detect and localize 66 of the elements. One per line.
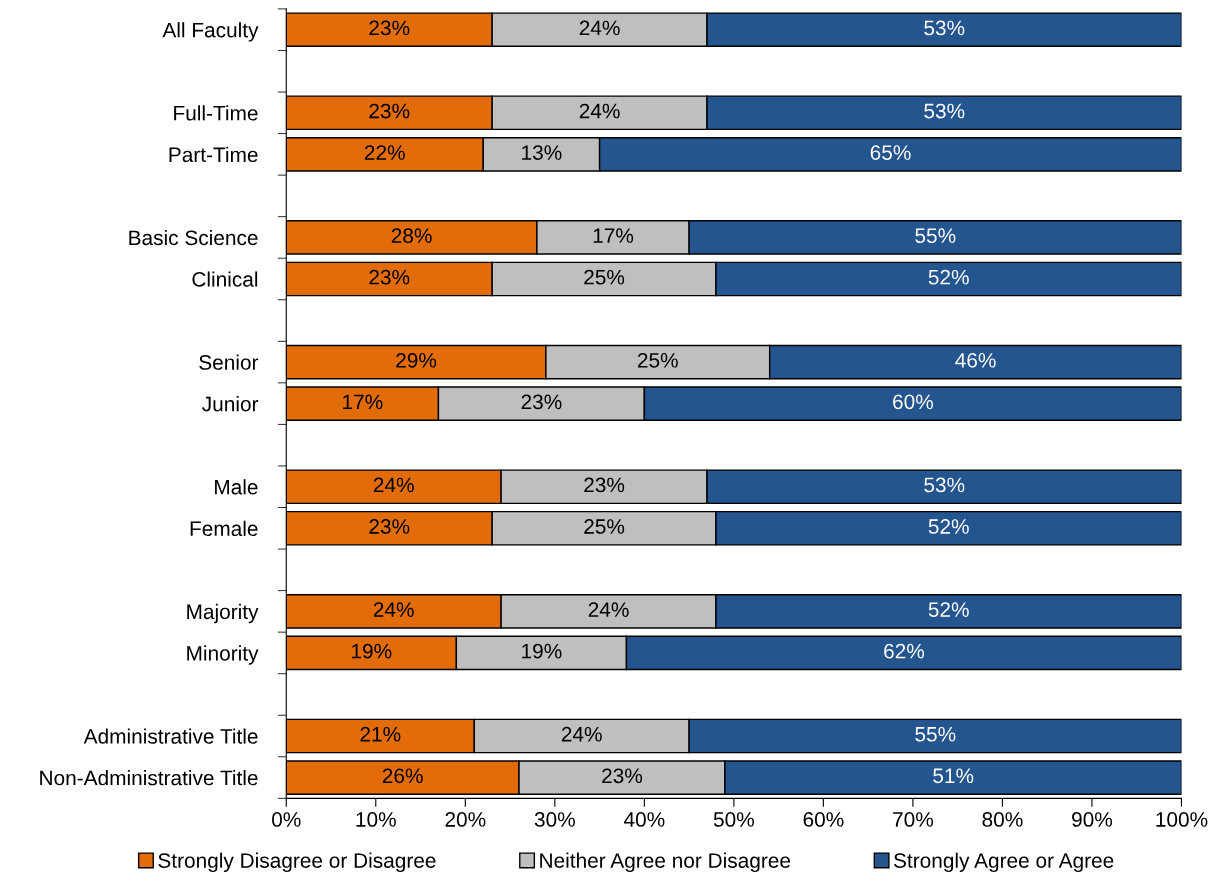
data-label: 25% [584,269,625,285]
x-tick-label: 50% [713,812,754,827]
data-label: 17% [343,394,383,410]
data-label: 24% [373,477,414,493]
data-label: 24% [579,103,620,119]
data-label: 24% [579,20,620,36]
data-label: 25% [584,519,625,534]
data-label: 53% [924,20,965,36]
data-label: 29% [396,352,437,368]
data-label: 53% [924,103,965,119]
y-tick-label: Basic Science [129,229,258,246]
y-tick-label: Female [190,520,258,537]
data-label: 53% [924,477,965,493]
x-tick-label: 90% [1072,812,1113,827]
x-tick-label: 60% [803,812,844,827]
data-label: 52% [928,602,969,617]
y-tick-label: Minority [187,645,259,665]
data-label: 55% [915,726,956,742]
y-tick-label: Administrative Title [83,728,258,744]
x-tick-label: 70% [893,812,934,827]
data-label: 24% [561,726,602,742]
legend-label: Strongly Disagree or Disagree [158,852,436,873]
x-tick-label: 100% [1156,812,1208,827]
data-label: 23% [369,269,410,285]
data-label: 51% [933,768,974,784]
data-label: 26% [382,768,423,784]
y-tick-label: Majority [187,603,259,624]
data-label: 23% [369,103,410,119]
data-label: 23% [369,20,410,36]
data-label: 52% [928,519,969,534]
data-label: 65% [870,145,911,160]
data-label: 60% [893,394,934,410]
data-label: 22% [364,145,405,160]
x-tick-label: 10% [356,812,396,827]
data-label: 23% [521,394,562,410]
y-tick-label: All Faculty [162,22,259,42]
data-label: 25% [637,352,678,368]
data-label: 55% [915,228,956,244]
x-tick-label: 40% [623,812,665,827]
data-label: 24% [373,602,414,617]
legend-label: Neither Agree nor Disagree [540,852,791,873]
data-label: 19% [522,643,562,659]
x-tick-label: 30% [534,812,575,827]
data-label: 21% [360,726,401,742]
y-tick-label: Senior [199,354,259,370]
y-tick-label: Junior [202,396,259,412]
data-label: 46% [955,352,996,368]
data-label: 19% [352,643,392,659]
x-tick-label: 80% [982,812,1023,827]
data-label: 23% [584,477,625,493]
data-label: 62% [884,643,925,659]
y-tick-label: Full-Time [174,105,258,121]
x-tick-label: 20% [445,812,486,827]
data-label: 52% [928,269,969,285]
data-label: 23% [369,519,410,534]
y-tick-label: Non-Administrative Title [40,770,258,786]
data-label: 13% [522,145,562,160]
data-label: 28% [391,228,432,244]
legend-label: Strongly Agree or Agree [893,852,1114,873]
data-label: 23% [602,768,643,784]
y-tick-label: Male [215,479,258,495]
data-label: 17% [593,228,634,243]
y-tick-label: Clinical [192,271,258,287]
data-label: 24% [588,602,629,617]
y-tick-label: Part-Time [169,146,258,163]
x-tick-label: 0% [272,812,301,827]
